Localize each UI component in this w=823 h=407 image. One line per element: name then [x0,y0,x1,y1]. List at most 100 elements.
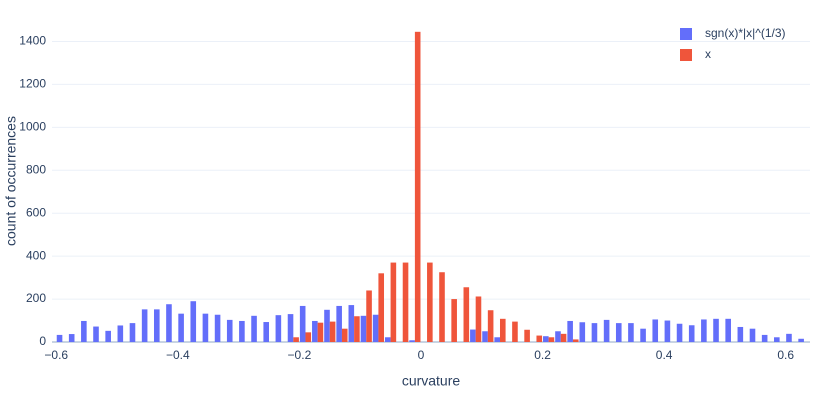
bar [166,304,172,342]
legend-label: x [705,47,711,61]
bar [293,337,299,342]
bar [312,320,318,342]
bar [512,321,518,342]
bar [628,323,634,342]
bar [725,318,731,342]
bar [105,330,111,342]
bar [427,262,433,342]
bar [615,323,622,342]
x-tick-label: 0.2 [534,348,551,362]
x-tick-label: −0.6 [44,348,68,362]
bar [713,318,719,342]
bar [664,320,671,342]
y-tick-label: 0 [39,334,46,348]
y-tick-label: 800 [26,162,46,176]
bar [390,262,397,342]
bar [153,309,160,342]
bar [749,328,756,342]
bar [336,305,342,342]
bar [117,325,124,342]
bar [567,320,573,342]
bar [287,314,294,342]
y-tick-label: 200 [26,291,46,305]
legend-swatch [680,28,692,40]
bar [299,305,306,342]
bar [239,320,245,342]
bar [451,299,457,342]
x-tick-label: 0.6 [777,348,794,362]
bar [499,318,506,342]
bar [439,272,445,342]
bar [701,319,707,342]
bar [737,326,744,342]
bar [470,329,476,342]
y-tick-label: 600 [26,205,46,219]
y-tick-label: 1000 [19,120,46,134]
bar [81,320,87,342]
bar [329,321,336,342]
bar [524,329,530,342]
x-tick-label: −0.2 [288,348,312,362]
bar [190,301,197,342]
y-tick-label: 1400 [19,34,46,48]
bar [676,323,683,342]
bar [774,337,780,342]
bar [536,335,543,342]
bar [275,315,282,342]
bar [482,331,488,342]
bar [341,328,348,342]
bar [786,333,792,342]
bar [366,290,372,342]
bar [572,339,579,342]
bar [384,337,391,342]
bar [603,319,610,342]
bar [560,333,567,342]
bar [226,319,233,342]
bar [93,326,99,342]
bar [129,323,136,342]
x-tick-label: −0.4 [166,348,190,362]
bar [68,334,75,342]
bar [761,334,768,342]
bar [494,337,500,342]
bar [56,334,63,342]
bar [354,316,360,342]
bar [591,323,598,342]
legend-label: sgn(x)*|x|^(1/3) [705,26,786,40]
bar [402,262,409,342]
x-axis-title: curvature [402,373,461,389]
bar [317,322,324,342]
bar [378,273,385,342]
bar [214,314,221,342]
bar [348,305,355,342]
x-tick-label: 0 [418,348,425,362]
bar [548,337,555,342]
bar [640,328,646,342]
bar [372,314,379,342]
bar [688,325,695,342]
bar [487,310,494,342]
bar [360,315,367,342]
y-tick-label: 1200 [19,77,46,91]
bar [579,322,586,342]
bar [202,313,209,342]
bar [178,313,184,342]
bar [463,287,470,342]
bar [324,309,330,342]
y-axis-title: count of occurrences [3,116,19,246]
bar [263,322,270,342]
bar [414,31,421,342]
legend-swatch [680,49,692,61]
bar [141,309,148,342]
bar [251,315,257,342]
bar [652,319,659,342]
x-tick-label: 0.4 [656,348,673,362]
bar [798,338,804,342]
bar [409,340,415,342]
bar [543,336,549,342]
y-tick-label: 400 [26,248,46,262]
bar [555,331,561,342]
bar [305,332,312,342]
bar [475,296,482,342]
